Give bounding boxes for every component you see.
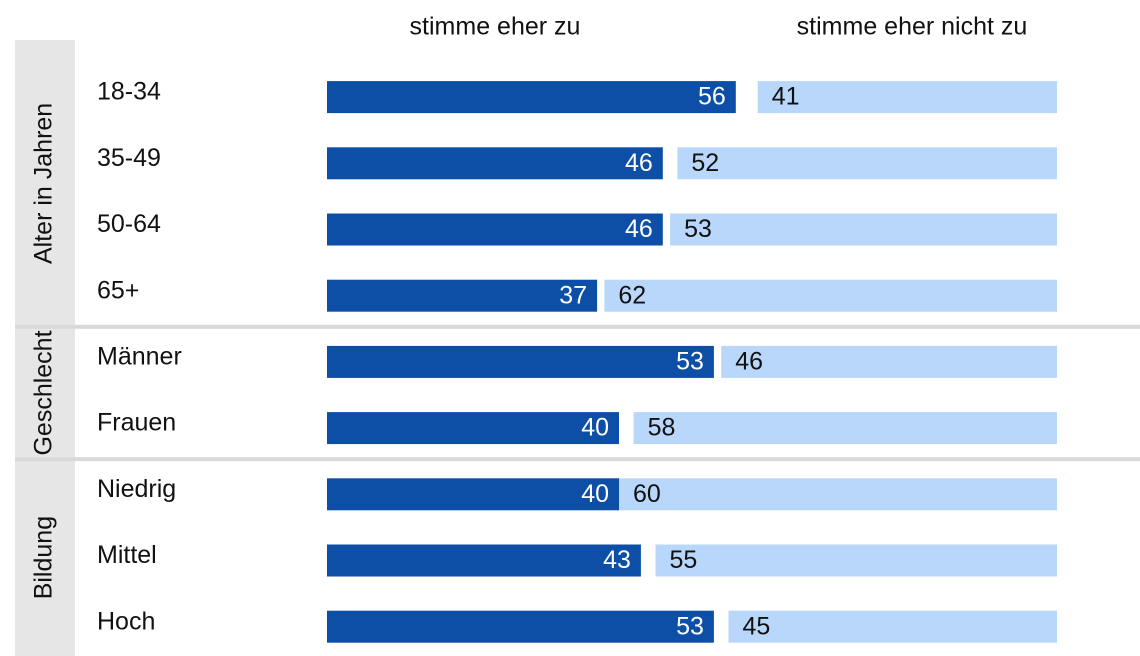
bar	[633, 412, 1057, 445]
group-panel	[15, 40, 75, 656]
category-label: Hoch	[97, 607, 155, 635]
value-label: 40	[581, 480, 609, 508]
value-label: 53	[676, 348, 704, 376]
value-label: 60	[633, 480, 661, 508]
bar	[677, 147, 1057, 180]
value-label: 43	[603, 546, 631, 574]
value-label: 56	[698, 83, 726, 111]
legend-label: stimme eher nicht zu	[797, 13, 1028, 41]
value-label: 45	[743, 612, 771, 640]
value-label: 52	[691, 149, 719, 177]
bar	[327, 412, 619, 445]
bar	[327, 345, 714, 378]
category-label: Männer	[97, 343, 182, 371]
value-label: 46	[625, 149, 653, 177]
bar	[728, 610, 1057, 643]
legend-label: stimme eher zu	[410, 13, 581, 41]
bar	[604, 279, 1057, 312]
category-label: 18-34	[97, 78, 161, 106]
separator	[15, 457, 1140, 462]
bar	[670, 213, 1057, 246]
value-label: 37	[559, 281, 587, 309]
category-label: 50-64	[97, 210, 161, 238]
bar	[655, 544, 1057, 577]
value-label: 58	[648, 414, 676, 442]
bar	[327, 147, 663, 180]
category-label: 35-49	[97, 144, 161, 172]
group-label: Alter in Jahren	[30, 103, 58, 264]
value-label: 46	[735, 348, 763, 376]
group-label: Geschlecht	[30, 330, 58, 455]
bar	[327, 544, 641, 577]
bar	[721, 345, 1057, 378]
category-label: 65+	[97, 276, 139, 304]
bar	[327, 478, 619, 511]
value-label: 40	[581, 414, 609, 442]
value-label: 55	[670, 546, 698, 574]
bar	[327, 279, 598, 312]
value-label: 53	[684, 215, 712, 243]
bar	[619, 478, 1057, 511]
value-label: 46	[625, 215, 653, 243]
value-label: 53	[676, 612, 704, 640]
category-label: Frauen	[97, 409, 176, 437]
bar	[327, 81, 736, 114]
separator	[15, 324, 1140, 329]
bar	[757, 81, 1057, 114]
group-label: Bildung	[30, 516, 58, 599]
value-label: 41	[772, 83, 800, 111]
category-label: Mittel	[97, 541, 157, 569]
bar	[327, 213, 663, 246]
value-label: 62	[618, 281, 646, 309]
category-label: Niedrig	[97, 475, 176, 503]
bar	[327, 610, 714, 643]
